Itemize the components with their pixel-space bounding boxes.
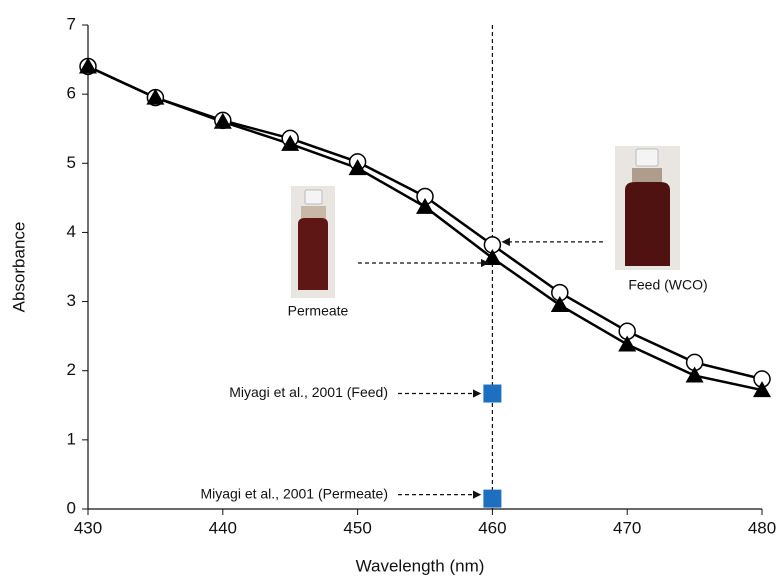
x-tick-label: 460 xyxy=(478,518,506,537)
y-tick-label: 7 xyxy=(67,14,76,33)
x-tick-label: 450 xyxy=(343,518,371,537)
y-tick-label: 5 xyxy=(67,153,76,172)
y-tick-label: 3 xyxy=(67,291,76,310)
x-tick-label: 470 xyxy=(613,518,641,537)
annotation: Feed (WCO) xyxy=(628,277,707,293)
y-tick-label: 6 xyxy=(67,84,76,103)
x-axis-label: Wavelength (nm) xyxy=(356,556,485,575)
y-tick-label: 4 xyxy=(67,222,76,241)
y-tick-label: 0 xyxy=(67,498,76,517)
annotation: Permeate xyxy=(288,303,349,319)
x-tick-label: 480 xyxy=(748,518,776,537)
x-tick-label: 430 xyxy=(74,518,102,537)
reference-point xyxy=(483,490,501,508)
annotation: Miyagi et al., 2001 (Feed) xyxy=(229,384,388,400)
x-tick-label: 440 xyxy=(209,518,237,537)
annotation: Miyagi et al., 2001 (Permeate) xyxy=(200,485,388,501)
chart: Wavelength (nm) Absorbance 0 1 2 3 4 5 6 7 430 44… xyxy=(0,0,781,581)
data-point xyxy=(686,367,704,383)
permeate-bottle xyxy=(291,186,335,298)
y-axis-label: Absorbance xyxy=(9,222,28,313)
y-tick-label: 1 xyxy=(67,429,76,448)
data-point xyxy=(618,335,636,351)
feed-bottle xyxy=(615,146,680,270)
y-tick-label: 2 xyxy=(67,360,76,379)
reference-point xyxy=(483,385,501,403)
